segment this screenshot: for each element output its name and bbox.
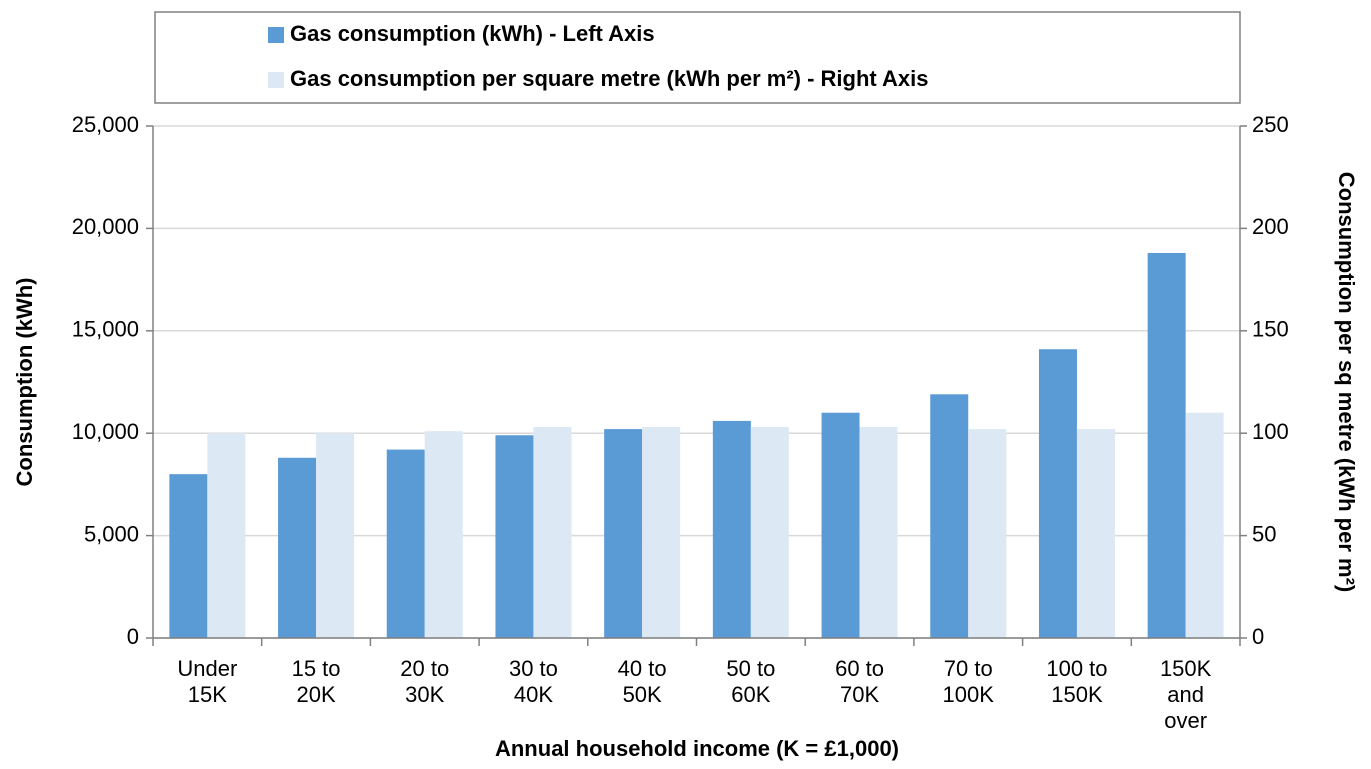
bar (1185, 412, 1224, 638)
bar (316, 433, 355, 638)
y-tick-label: 5,000 (84, 521, 139, 546)
bar (169, 474, 208, 638)
x-tick-label: 20 to 30K (400, 656, 450, 707)
x-tick-label: 15 to 20K (291, 656, 341, 707)
bar (207, 433, 246, 638)
bar (424, 431, 463, 638)
x-tick-label: 50 to 60K (726, 656, 776, 707)
y-tick-label: 10,000 (72, 419, 139, 444)
legend-swatch (268, 27, 284, 43)
x-tick-label: 30 to 40K (508, 656, 558, 707)
bar (495, 435, 534, 638)
x-tick-label: 60 to 70K (835, 656, 885, 707)
legend-label: Gas consumption per square metre (kWh pe… (290, 66, 929, 91)
bar (930, 394, 969, 638)
bar (642, 427, 681, 638)
bar (386, 449, 425, 638)
bar (1076, 429, 1115, 638)
y2-tick-label: 150 (1252, 317, 1289, 342)
y2-tick-label: 250 (1252, 112, 1289, 137)
bar (859, 427, 898, 638)
y2-tick-label: 100 (1252, 419, 1289, 444)
y-tick-label: 25,000 (72, 112, 139, 137)
y-axis-title: Consumption (kWh) (12, 278, 37, 487)
bar (750, 427, 789, 638)
y-tick-label: 0 (127, 624, 139, 649)
y2-axis-title: Consumption per sq metre (kWh per m²) (1334, 172, 1359, 592)
x-tick-label: 70 to 100K (942, 656, 994, 707)
bar (278, 457, 317, 638)
legend-swatch (268, 72, 284, 88)
bar (821, 412, 860, 638)
y-tick-label: 20,000 (72, 214, 139, 239)
bar (533, 427, 572, 638)
y-tick-label: 15,000 (72, 317, 139, 342)
x-tick-label: 40 to 50K (617, 656, 667, 707)
y2-tick-label: 50 (1252, 521, 1276, 546)
bar (968, 429, 1007, 638)
x-axis-title: Annual household income (K = £1,000) (495, 736, 899, 761)
y2-tick-label: 0 (1252, 624, 1264, 649)
legend-box (154, 11, 1241, 104)
x-tick-label: 100 to 150K (1046, 656, 1108, 707)
x-tick-label: 150K and over (1159, 656, 1212, 733)
y2-tick-label: 200 (1252, 214, 1289, 239)
legend-label: Gas consumption (kWh) - Left Axis (290, 21, 655, 46)
x-tick-label: Under 15K (177, 656, 238, 707)
bar (712, 420, 751, 638)
bar (604, 429, 643, 638)
bar (1147, 252, 1186, 638)
bar (1038, 349, 1077, 638)
